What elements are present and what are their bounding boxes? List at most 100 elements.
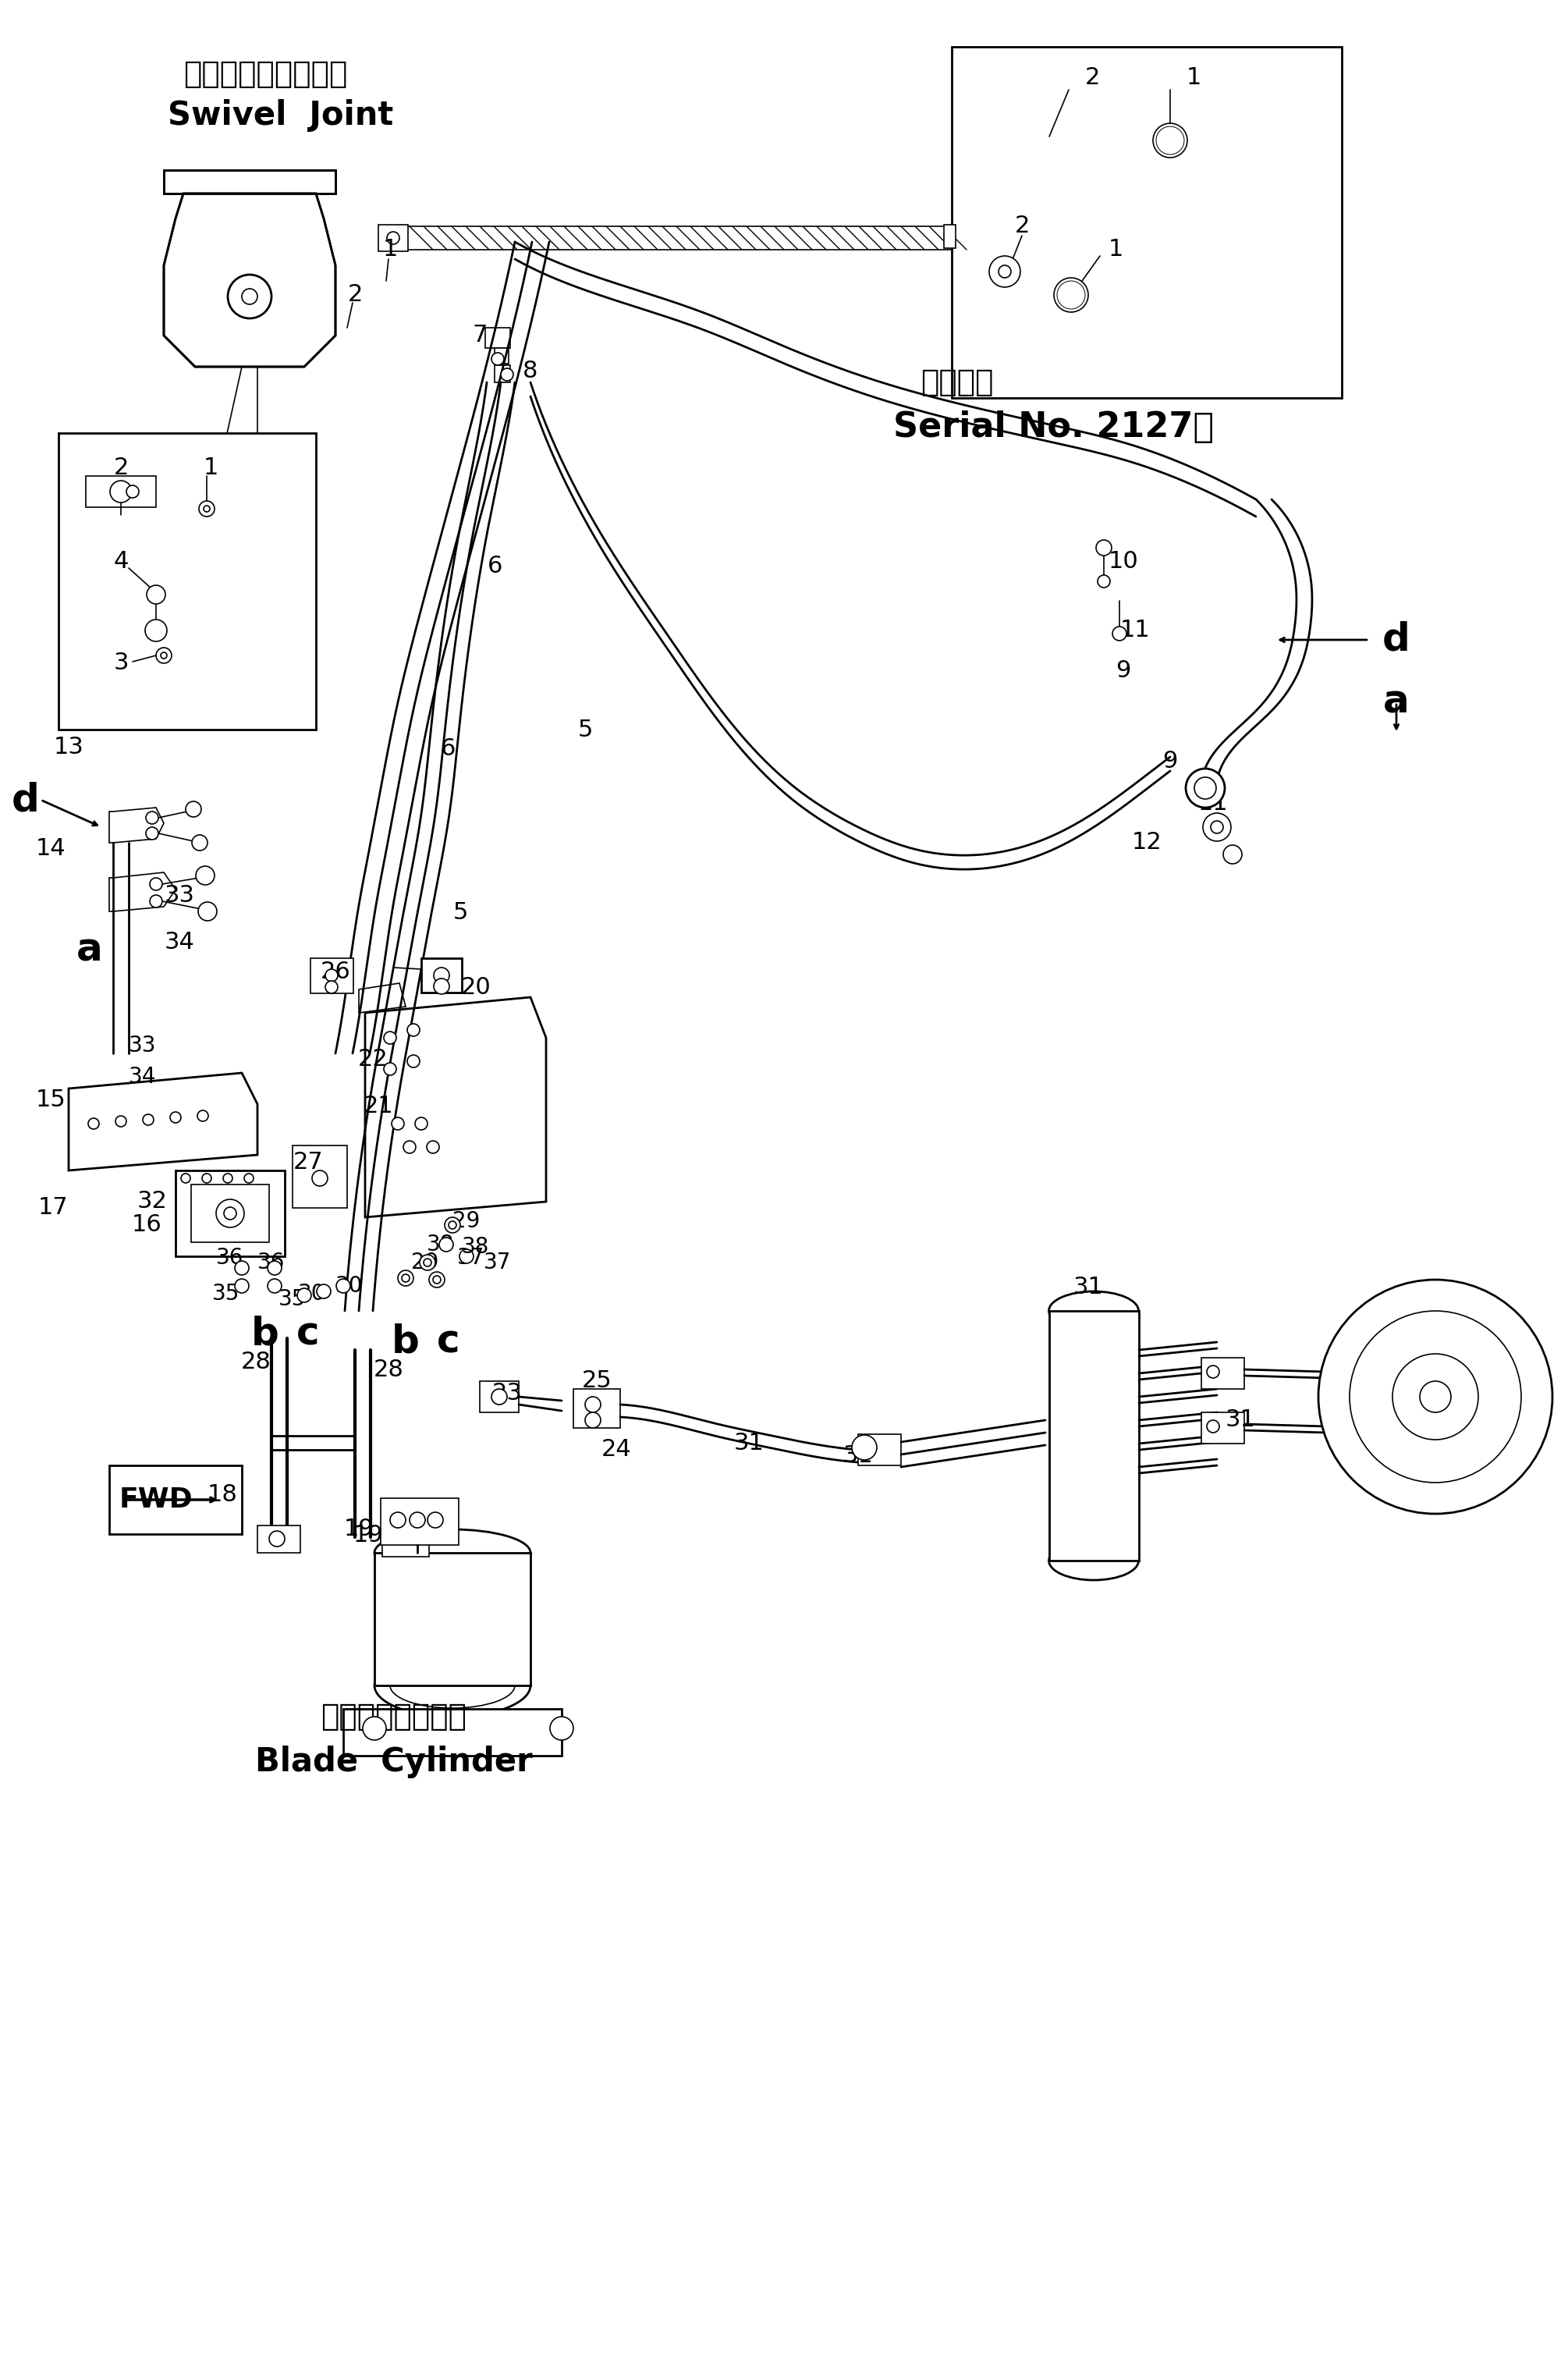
Text: 11: 11 [1198, 791, 1228, 815]
Text: 31: 31 [734, 1433, 764, 1455]
Text: 31: 31 [1073, 1277, 1104, 1298]
Circle shape [550, 1718, 574, 1741]
Bar [191, 1184, 270, 1241]
Circle shape [416, 1118, 428, 1130]
Polygon shape [359, 983, 406, 1014]
Circle shape [428, 1511, 444, 1528]
Text: 2: 2 [348, 284, 362, 306]
Text: 15: 15 [36, 1090, 66, 1111]
Circle shape [401, 1275, 409, 1282]
Text: 9: 9 [1116, 659, 1131, 682]
Circle shape [146, 827, 158, 839]
Circle shape [235, 1260, 249, 1275]
Circle shape [1207, 1419, 1220, 1433]
Text: 1: 1 [1185, 66, 1201, 90]
Text: 8: 8 [522, 360, 538, 381]
Circle shape [448, 1220, 456, 1230]
Circle shape [1392, 1353, 1479, 1440]
Text: 3: 3 [113, 651, 129, 675]
Text: 17: 17 [38, 1196, 67, 1220]
Bar [422, 957, 463, 993]
Circle shape [430, 1272, 445, 1286]
Text: 31: 31 [1225, 1410, 1256, 1431]
Text: 6: 6 [488, 554, 503, 578]
Bar [1201, 1357, 1245, 1388]
Circle shape [420, 1256, 436, 1270]
Polygon shape [110, 872, 176, 912]
Circle shape [202, 1173, 212, 1182]
Bar [485, 327, 510, 348]
Text: 6: 6 [441, 737, 456, 760]
Text: 12: 12 [1132, 832, 1162, 855]
Text: 26: 26 [320, 959, 351, 983]
Circle shape [227, 275, 271, 317]
Text: 22: 22 [358, 1049, 387, 1071]
Text: 2: 2 [113, 457, 129, 479]
Text: c: c [296, 1315, 320, 1353]
Text: 1: 1 [204, 457, 218, 479]
Text: 34: 34 [165, 931, 194, 955]
Circle shape [151, 879, 162, 891]
Text: 33: 33 [129, 1035, 157, 1057]
Circle shape [1319, 1279, 1552, 1514]
Text: 28: 28 [373, 1357, 403, 1381]
Circle shape [143, 1113, 154, 1125]
Bar [383, 1533, 430, 1556]
Circle shape [312, 1170, 328, 1187]
Circle shape [146, 621, 166, 642]
Bar [944, 225, 955, 249]
Bar [494, 365, 510, 381]
Circle shape [1098, 576, 1110, 588]
Text: 14: 14 [36, 839, 66, 860]
Circle shape [110, 481, 132, 502]
Text: 38: 38 [426, 1234, 455, 1256]
Text: c: c [437, 1324, 459, 1360]
Ellipse shape [390, 1663, 514, 1708]
Circle shape [1152, 123, 1187, 159]
Circle shape [1162, 133, 1178, 149]
Text: Blade  Cylinder: Blade Cylinder [256, 1746, 533, 1779]
Circle shape [268, 1279, 282, 1293]
Circle shape [224, 1208, 237, 1220]
Circle shape [439, 1237, 453, 1251]
Text: 18: 18 [207, 1483, 237, 1507]
Text: 29: 29 [453, 1211, 480, 1232]
Text: 2: 2 [1085, 66, 1099, 90]
Text: 30: 30 [336, 1275, 364, 1296]
Bar [1201, 1412, 1245, 1443]
Text: 5: 5 [577, 718, 593, 741]
Ellipse shape [375, 1654, 530, 1718]
Circle shape [204, 505, 210, 512]
Circle shape [198, 1111, 209, 1121]
Circle shape [403, 1142, 416, 1154]
Text: 4: 4 [113, 550, 129, 573]
Bar [858, 1433, 902, 1466]
Polygon shape [163, 194, 336, 367]
Text: ブレードシリンダ: ブレードシリンダ [321, 1701, 467, 1732]
Text: 32: 32 [136, 1189, 168, 1213]
Circle shape [1223, 846, 1242, 865]
Bar [58, 434, 315, 730]
Circle shape [185, 801, 201, 817]
Circle shape [1419, 1381, 1450, 1412]
Circle shape [426, 1142, 439, 1154]
Bar [293, 1147, 347, 1208]
Circle shape [1159, 130, 1181, 152]
Text: Serial No. 2127～: Serial No. 2127～ [894, 410, 1214, 445]
Text: 36: 36 [216, 1246, 245, 1270]
Circle shape [1063, 287, 1079, 303]
Circle shape [434, 978, 450, 995]
Bar [378, 225, 408, 251]
Circle shape [398, 1270, 414, 1286]
Bar [494, 348, 508, 362]
Circle shape [459, 1248, 474, 1263]
Circle shape [387, 232, 400, 244]
Circle shape [223, 1173, 232, 1182]
Bar [406, 227, 952, 249]
Circle shape [585, 1412, 601, 1429]
Circle shape [169, 1111, 180, 1123]
Text: 20: 20 [461, 976, 491, 997]
Circle shape [1057, 282, 1085, 308]
Circle shape [160, 651, 166, 659]
Circle shape [180, 1173, 190, 1182]
